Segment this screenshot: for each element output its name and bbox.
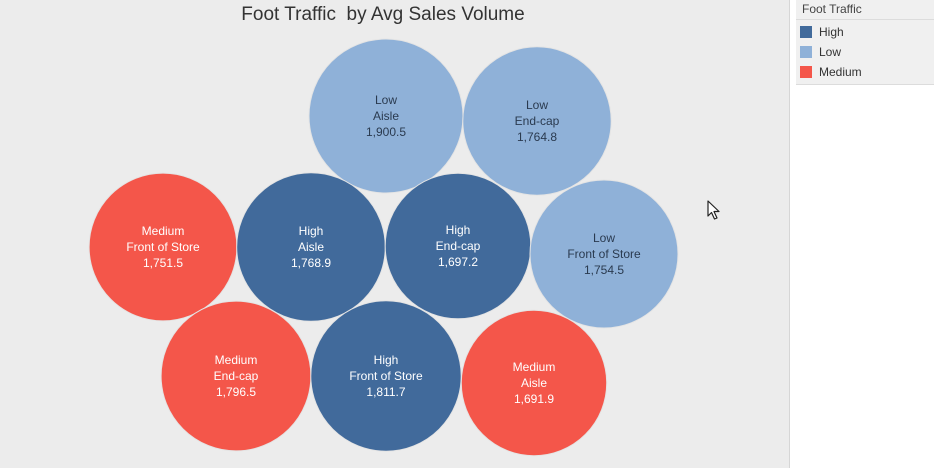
bubble-traffic-label: Low <box>375 93 397 107</box>
bubble-traffic-label: Medium <box>215 353 258 367</box>
bubble-low-end-cap[interactable]: Low End-cap 1,764.8 <box>462 46 612 196</box>
bubble-value-label: 1,768.9 <box>291 256 331 270</box>
legend-label-medium: Medium <box>819 65 862 79</box>
bubble-high-front-of-store[interactable]: High Front of Store 1,811.7 <box>310 300 462 452</box>
bubble-location-label: Front of Store <box>567 247 641 261</box>
bubble-location-label: Aisle <box>298 240 324 254</box>
bubble-traffic-label: Medium <box>142 224 185 238</box>
bubble-mark[interactable] <box>529 179 679 329</box>
bubble-value-label: 1,900.5 <box>366 125 406 139</box>
bubble-value-label: 1,754.5 <box>584 263 624 277</box>
bubble-low-front-of-store[interactable]: Low Front of Store 1,754.5 <box>529 179 679 329</box>
bubble-low-aisle[interactable]: Low Aisle 1,900.5 <box>308 38 464 194</box>
legend-item-low[interactable]: Low <box>800 44 841 60</box>
bubble-traffic-label: Low <box>593 231 615 245</box>
legend-swatch-medium <box>800 66 812 78</box>
legend-divider <box>796 19 934 20</box>
bubble-value-label: 1,764.8 <box>517 130 557 144</box>
bubble-medium-end-cap[interactable]: Medium End-cap 1,796.5 <box>160 300 312 452</box>
bubble-mark[interactable] <box>460 309 608 457</box>
bubble-value-label: 1,697.2 <box>438 255 478 269</box>
bubble-mark[interactable] <box>462 46 612 196</box>
legend-item-high[interactable]: High <box>800 24 844 40</box>
bubble-chart: Low Aisle 1,900.5 Low End-cap 1,764.8 Medium Fr… <box>88 38 679 457</box>
legend-label-high: High <box>819 25 844 39</box>
bubble-high-end-cap[interactable]: High End-cap 1,697.2 <box>384 172 532 320</box>
bubble-value-label: 1,811.7 <box>366 385 405 399</box>
legend-swatch-low <box>800 46 812 58</box>
bubble-value-label: 1,796.5 <box>216 385 256 399</box>
legend-label-low: Low <box>819 45 842 59</box>
viz-area: Foot Traffic by Avg Sales Volume Low Aisl… <box>0 0 790 468</box>
bubble-location-label: Front of Store <box>349 369 423 383</box>
color-legend: Foot Traffic High Low Medium <box>796 0 934 85</box>
bubble-traffic-label: High <box>446 223 471 237</box>
bubble-value-label: 1,691.9 <box>514 392 554 406</box>
bubble-location-label: Front of Store <box>126 240 200 254</box>
bubble-medium-aisle[interactable]: Medium Aisle 1,691.9 <box>460 309 608 457</box>
legend-item-medium[interactable]: Medium <box>800 64 862 80</box>
bubble-location-label: Aisle <box>521 376 547 390</box>
bubble-location-label: End-cap <box>436 239 481 253</box>
bubble-value-label: 1,751.5 <box>143 256 183 270</box>
bubble-traffic-label: High <box>299 224 324 238</box>
bubble-location-label: End-cap <box>515 114 560 128</box>
bubble-traffic-label: Medium <box>513 360 556 374</box>
chart-title: Foot Traffic by Avg Sales Volume <box>241 4 525 25</box>
bubble-location-label: End-cap <box>214 369 259 383</box>
legend-swatch-high <box>800 26 812 38</box>
bubble-high-aisle[interactable]: High Aisle 1,768.9 <box>236 172 386 322</box>
legend-title: Foot Traffic <box>802 2 862 16</box>
bubble-location-label: Aisle <box>373 109 399 123</box>
bubble-traffic-label: Low <box>526 98 548 112</box>
bubble-medium-front-of-store[interactable]: Medium Front of Store 1,751.5 <box>88 172 238 322</box>
mouse-pointer-icon <box>707 200 720 220</box>
bubble-traffic-label: High <box>374 353 399 367</box>
